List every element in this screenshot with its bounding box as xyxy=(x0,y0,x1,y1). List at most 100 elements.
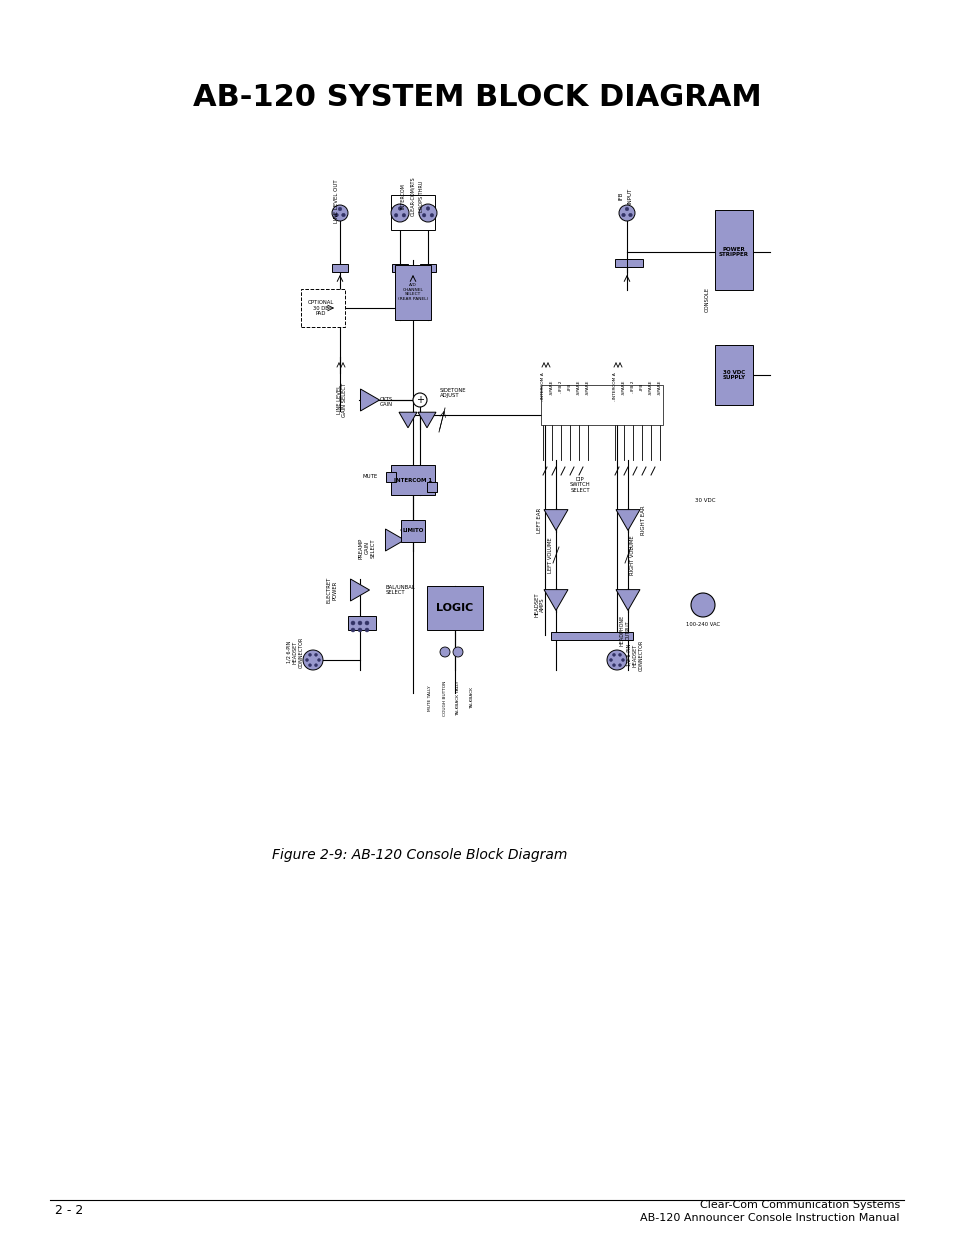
Text: -IFB 2: -IFB 2 xyxy=(558,380,562,393)
Circle shape xyxy=(391,204,409,222)
Circle shape xyxy=(439,647,450,657)
Circle shape xyxy=(430,214,434,217)
Bar xyxy=(427,482,436,492)
Circle shape xyxy=(628,214,632,217)
Circle shape xyxy=(612,663,615,667)
Text: ELECTRET
POWER: ELECTRET POWER xyxy=(326,577,337,603)
Text: 1/2 6-PIN
HEADSET
CONNECTOR: 1/2 6-PIN HEADSET CONNECTOR xyxy=(287,636,303,668)
Bar xyxy=(392,264,408,272)
Polygon shape xyxy=(385,529,404,551)
Text: COUGH BUTTON: COUGH BUTTON xyxy=(442,680,447,716)
Bar xyxy=(391,466,435,495)
Circle shape xyxy=(609,658,612,662)
Text: CKTS
GAIN: CKTS GAIN xyxy=(379,396,393,408)
Text: LEFT VOLUME: LEFT VOLUME xyxy=(548,537,553,573)
Text: INTERCOM: INTERCOM xyxy=(400,183,405,209)
Circle shape xyxy=(338,207,341,211)
Text: MUTE: MUTE xyxy=(362,473,377,478)
Circle shape xyxy=(303,650,323,671)
Text: HEADSET
AMPS: HEADSET AMPS xyxy=(534,593,545,618)
Bar xyxy=(540,385,662,425)
Circle shape xyxy=(351,621,355,625)
Text: RIGHT EAR: RIGHT EAR xyxy=(640,505,646,535)
Text: 2 - 2: 2 - 2 xyxy=(55,1203,83,1216)
Text: -SPARE: -SPARE xyxy=(550,379,554,395)
Circle shape xyxy=(394,214,397,217)
Circle shape xyxy=(618,653,620,656)
Polygon shape xyxy=(398,412,416,427)
Bar xyxy=(419,264,436,272)
Text: LINE LEVEL OUT: LINE LEVEL OUT xyxy=(335,179,339,222)
Text: OPTIONAL
30 DB
PAD: OPTIONAL 30 DB PAD xyxy=(308,300,334,316)
Polygon shape xyxy=(360,389,379,411)
Text: 1/2 6-PIN
HEADSET
CONNECTOR: 1/2 6-PIN HEADSET CONNECTOR xyxy=(626,640,642,671)
Text: -IFB: -IFB xyxy=(567,383,572,391)
Text: PREAMP
GAIN
SELECT: PREAMP GAIN SELECT xyxy=(358,537,375,558)
Circle shape xyxy=(618,205,635,221)
Bar xyxy=(626,259,642,267)
Circle shape xyxy=(612,653,615,656)
Circle shape xyxy=(422,214,425,217)
Text: +: + xyxy=(416,395,423,405)
Text: -SPARE: -SPARE xyxy=(648,379,652,395)
Text: LOOPS THRU: LOOPS THRU xyxy=(419,180,424,211)
Bar xyxy=(395,266,431,320)
Circle shape xyxy=(357,629,361,632)
Text: LOGIC: LOGIC xyxy=(436,603,473,613)
Circle shape xyxy=(624,207,628,211)
Text: POWER
STRIPPER: POWER STRIPPER xyxy=(719,247,748,257)
Bar xyxy=(386,472,395,482)
Text: -INTERCOM A: -INTERCOM A xyxy=(613,373,617,401)
Text: INTERCOM 1: INTERCOM 1 xyxy=(394,478,432,483)
Text: HEADPHONE
OUTPUT: HEADPHONE OUTPUT xyxy=(618,614,630,646)
Circle shape xyxy=(401,214,405,217)
Text: BAL/UNBAL
SELECT: BAL/UNBAL SELECT xyxy=(386,584,416,595)
Text: Figure 2-9: AB-120 Console Block Diagram: Figure 2-9: AB-120 Console Block Diagram xyxy=(272,848,567,862)
Bar xyxy=(427,585,482,630)
Polygon shape xyxy=(543,510,567,530)
Circle shape xyxy=(351,629,355,632)
Bar xyxy=(348,616,375,630)
Text: INPUT: INPUT xyxy=(627,188,632,204)
Text: SIDETONE
ADJUST: SIDETONE ADJUST xyxy=(439,388,466,399)
Text: 100-240 VAC: 100-240 VAC xyxy=(685,622,720,627)
Circle shape xyxy=(606,650,626,671)
Text: AB-120 Announcer Console Instruction Manual: AB-120 Announcer Console Instruction Man… xyxy=(639,1213,899,1223)
Text: TALKBACK: TALKBACK xyxy=(470,687,474,709)
Bar xyxy=(714,210,752,290)
Text: CONSOLE: CONSOLE xyxy=(703,288,709,312)
Text: RIGHT VOLUME: RIGHT VOLUME xyxy=(630,535,635,574)
Text: MUTE TALLY: MUTE TALLY xyxy=(428,685,432,711)
Circle shape xyxy=(332,205,348,221)
Text: -SPARE: -SPARE xyxy=(621,379,625,395)
Text: DIP
SWITCH
SELECT: DIP SWITCH SELECT xyxy=(569,477,590,493)
Circle shape xyxy=(618,663,620,667)
Circle shape xyxy=(397,206,401,210)
Circle shape xyxy=(308,653,312,656)
Bar xyxy=(615,259,630,267)
Circle shape xyxy=(308,663,312,667)
Circle shape xyxy=(621,214,624,217)
Bar xyxy=(301,289,345,327)
Bar xyxy=(551,632,633,640)
Circle shape xyxy=(413,393,427,408)
Text: -IFB 2: -IFB 2 xyxy=(630,380,635,393)
Bar xyxy=(332,264,348,272)
Circle shape xyxy=(314,653,317,656)
Text: A/D
CHANNEL
SELECT
(REAR PANEL): A/D CHANNEL SELECT (REAR PANEL) xyxy=(397,283,428,301)
Circle shape xyxy=(418,204,436,222)
Text: IFB: IFB xyxy=(618,191,623,200)
Circle shape xyxy=(357,621,361,625)
Circle shape xyxy=(453,647,462,657)
Polygon shape xyxy=(543,589,567,610)
Text: Clear-Com Communication Systems: Clear-Com Communication Systems xyxy=(699,1200,899,1210)
Circle shape xyxy=(341,214,345,217)
Bar xyxy=(400,520,424,542)
Bar xyxy=(714,345,752,405)
Text: LINE LEVEL
GAIN SELECT: LINE LEVEL GAIN SELECT xyxy=(336,383,347,417)
Polygon shape xyxy=(417,412,436,427)
Text: 30 VDC
SUPPLY: 30 VDC SUPPLY xyxy=(721,369,745,380)
Polygon shape xyxy=(350,579,369,601)
Bar xyxy=(391,195,435,230)
Text: AB-120 SYSTEM BLOCK DIAGRAM: AB-120 SYSTEM BLOCK DIAGRAM xyxy=(193,83,760,111)
